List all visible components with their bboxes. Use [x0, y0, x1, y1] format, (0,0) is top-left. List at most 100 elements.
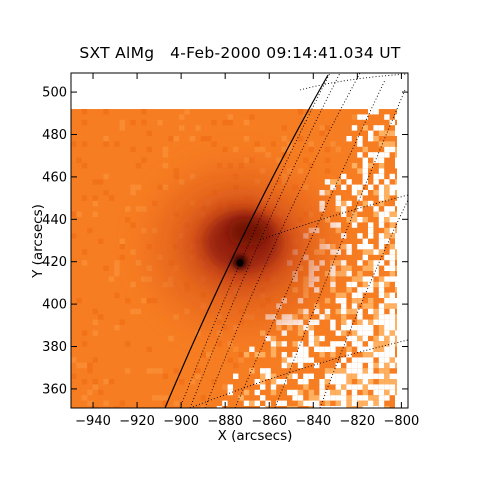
plot-frame [70, 72, 409, 409]
image-pixel [368, 152, 374, 158]
image-pixel [297, 362, 304, 369]
image-pixel [238, 357, 244, 363]
peak-pixel [236, 259, 244, 267]
image-pixel [98, 314, 104, 320]
image-pixel [395, 303, 397, 309]
image-pixel [287, 362, 293, 369]
image-pixel [92, 330, 98, 336]
image-pixel [287, 319, 293, 325]
image-pixel [368, 265, 374, 271]
image-pixel [200, 352, 206, 358]
y-tick-label: 440 [42, 213, 67, 228]
image-pixel [384, 114, 390, 120]
image-pixel [130, 308, 136, 315]
image-pixel [238, 395, 244, 401]
image-pixel [357, 384, 363, 390]
image-pixel [125, 341, 131, 347]
image-pixel [92, 357, 98, 363]
image-pixel [389, 130, 395, 136]
image-pixel [384, 195, 390, 201]
image-pixel [389, 341, 395, 347]
image-pixel [243, 400, 250, 406]
image-pixel [346, 136, 352, 142]
image-pixel [319, 190, 325, 196]
image-pixel [346, 200, 352, 207]
image-pixel [135, 163, 142, 169]
image-pixel [395, 200, 397, 207]
image-pixel [351, 395, 358, 401]
image-pixel [335, 308, 341, 315]
image-pixel [389, 389, 395, 396]
image-pixel [270, 141, 277, 147]
image-pixel [297, 357, 304, 363]
image-pixel [389, 308, 395, 315]
image-pixel [260, 368, 266, 374]
image-pixel [346, 406, 352, 408]
image-pixel [373, 260, 379, 266]
image-pixel [173, 368, 179, 374]
image-pixel [368, 346, 374, 352]
image-pixel [114, 260, 120, 266]
image-pixel [378, 276, 385, 282]
image-pixel [389, 276, 395, 282]
image-pixel [254, 146, 260, 153]
image-pixel [108, 276, 115, 282]
image-pixel [114, 271, 120, 277]
image-pixel [168, 136, 174, 142]
image-pixel [287, 146, 293, 153]
image-pixel [222, 119, 228, 126]
x-tick-label: −900 [163, 414, 199, 429]
image-pixel [368, 384, 374, 390]
image-pixel [249, 114, 255, 120]
x-tick-label: −800 [384, 414, 420, 429]
image-pixel [384, 341, 390, 347]
image-pixel [292, 395, 298, 401]
image-pixel [346, 179, 352, 185]
image-pixel [346, 335, 352, 342]
image-pixel [378, 157, 385, 163]
image-pixel [368, 330, 374, 336]
image-pixel [346, 308, 352, 315]
image-pixel [195, 373, 201, 379]
image-pixel [389, 352, 395, 358]
image-pixel [368, 395, 374, 401]
image-pixel [395, 281, 397, 288]
image-pixel [265, 406, 271, 408]
image-pixel [368, 352, 374, 358]
image-pixel [335, 146, 341, 153]
image-pixel [92, 379, 98, 385]
image-pixel [152, 298, 158, 304]
image-pixel [162, 146, 169, 153]
image-pixel [270, 346, 277, 352]
image-pixel [357, 141, 363, 147]
image-pixel [341, 389, 347, 396]
x-tick-label: −820 [339, 414, 375, 429]
image-pixel [395, 400, 397, 406]
image-pixel [173, 400, 179, 406]
image-pixel [395, 244, 397, 250]
image-pixel [378, 260, 385, 266]
image-pixel [308, 146, 314, 153]
image-pixel [81, 330, 88, 336]
image-pixel [119, 244, 125, 250]
image-pixel [384, 319, 390, 325]
image-pixel [362, 335, 368, 342]
image-pixel [368, 222, 374, 228]
image-pixel [297, 341, 304, 347]
image-pixel [341, 319, 347, 325]
image-pixel [357, 184, 363, 190]
image-pixel [249, 368, 255, 374]
image-pixel [227, 357, 233, 363]
image-pixel [357, 136, 363, 142]
image-pixel [362, 379, 368, 385]
image-pixel [389, 346, 395, 352]
image-pixel [103, 141, 109, 147]
image-pixel [335, 271, 341, 277]
image-pixel [281, 357, 287, 363]
image-pixel [335, 298, 341, 304]
image-pixel [287, 325, 293, 331]
image-pixel [324, 146, 331, 153]
image-pixel [141, 227, 147, 234]
image-pixel [378, 163, 385, 169]
image-pixel [373, 400, 379, 406]
